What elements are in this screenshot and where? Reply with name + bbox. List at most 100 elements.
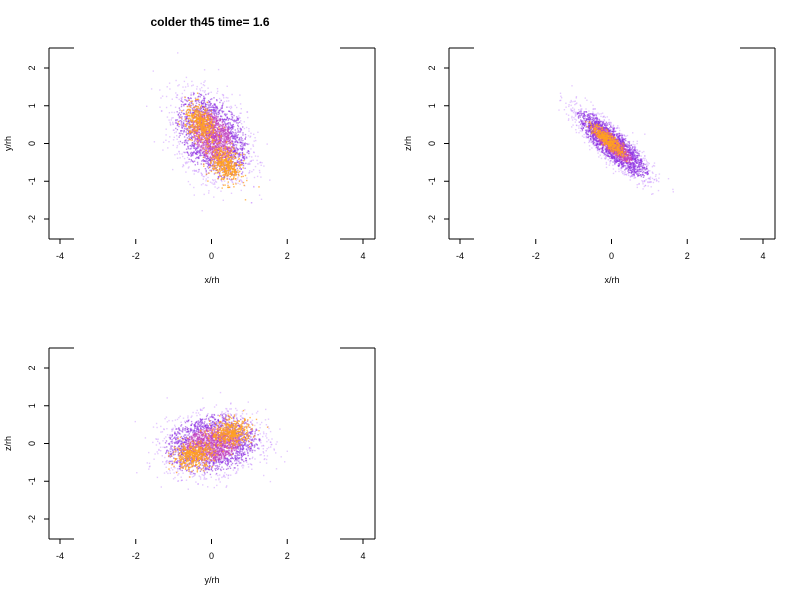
data-point: [227, 127, 229, 129]
data-point: [594, 113, 596, 116]
data-point: [236, 171, 238, 173]
data-point: [208, 139, 211, 142]
data-point: [221, 125, 224, 127]
data-point: [640, 155, 642, 157]
data-point: [232, 168, 234, 170]
data-point: [216, 120, 219, 122]
data-point: [214, 156, 216, 158]
data-point: [191, 139, 193, 142]
data-point: [240, 164, 242, 166]
data-point: [169, 123, 172, 125]
data-point: [222, 133, 225, 135]
data-point: [172, 123, 174, 125]
data-point: [237, 182, 239, 184]
data-point: [230, 146, 233, 148]
data-point: [646, 168, 648, 170]
data-point: [159, 89, 161, 91]
data-point: [181, 124, 184, 126]
data-point: [568, 104, 570, 106]
data-point: [211, 152, 213, 155]
data-point: [201, 131, 203, 133]
data-point: [209, 169, 211, 172]
data-point: [186, 127, 188, 130]
data-point: [218, 125, 221, 128]
data-point: [623, 134, 625, 136]
data-point: [188, 127, 191, 129]
data-point: [596, 127, 598, 129]
data-point: [206, 151, 209, 153]
data-point: [219, 119, 221, 121]
data-point: [222, 102, 224, 104]
data-point: [220, 154, 222, 156]
data-point: [186, 133, 188, 135]
data-point: [587, 130, 589, 132]
data-point: [231, 137, 234, 140]
data-point: [215, 134, 218, 136]
data-point: [190, 120, 193, 123]
data-point: [244, 199, 247, 201]
data-point: [166, 116, 169, 118]
data-point: [233, 186, 235, 188]
data-point: [192, 131, 194, 134]
data-point: [200, 121, 203, 123]
data-point: [176, 146, 178, 149]
data-point: [243, 144, 245, 146]
data-point: [204, 156, 206, 159]
data-point: [213, 128, 216, 130]
data-point: [218, 172, 221, 175]
data-point: [196, 92, 199, 94]
data-point: [614, 160, 616, 162]
data-point: [588, 114, 590, 117]
data-point: [222, 163, 224, 166]
data-point: [595, 147, 597, 149]
data-point: [628, 142, 631, 144]
data-point: [202, 178, 204, 180]
data-point: [256, 175, 259, 178]
data-point: [187, 128, 189, 130]
data-point: [257, 155, 259, 158]
data-point: [213, 117, 215, 120]
data-point: [571, 119, 574, 121]
data-point: [226, 157, 229, 159]
data-point: [218, 165, 221, 168]
data-point: [210, 117, 212, 119]
data-point: [211, 182, 213, 184]
x-tick-label: 0: [209, 251, 214, 261]
data-point: [260, 176, 262, 178]
data-point: [647, 164, 649, 166]
data-point: [630, 171, 632, 174]
data-point: [205, 147, 207, 150]
data-point: [236, 167, 238, 170]
data-point: [233, 114, 235, 117]
data-point: [237, 124, 239, 126]
data-point: [194, 132, 196, 134]
data-point: [220, 130, 222, 133]
data-point: [237, 164, 239, 166]
data-point: [215, 155, 217, 158]
data-point: [219, 130, 221, 132]
data-point: [201, 160, 203, 162]
data-point: [193, 170, 196, 172]
data-point: [239, 129, 242, 131]
data-point: [240, 145, 242, 148]
data-point: [620, 137, 623, 139]
data-point: [652, 193, 654, 195]
data-point: [223, 149, 225, 151]
data-point: [237, 176, 239, 178]
data-point: [227, 139, 229, 141]
data-point: [225, 163, 228, 166]
data-point: [224, 128, 227, 130]
data-point: [214, 122, 217, 124]
data-point: [638, 150, 641, 152]
data-point: [240, 128, 242, 130]
data-point: [582, 115, 584, 117]
data-point: [215, 164, 217, 166]
data-point: [226, 175, 228, 177]
data-point: [219, 154, 221, 156]
data-point: [245, 136, 247, 138]
data-point: [593, 119, 595, 121]
data-point: [633, 150, 635, 152]
data-point: [214, 142, 217, 144]
data-point: [191, 160, 193, 162]
data-point: [180, 130, 182, 132]
